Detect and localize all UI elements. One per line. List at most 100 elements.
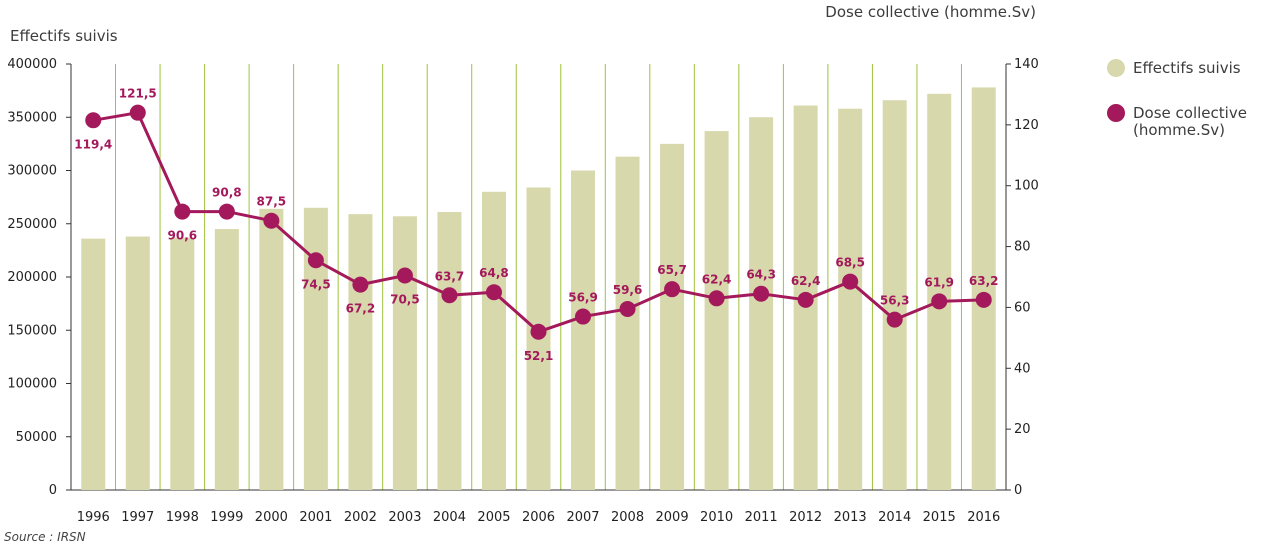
x-tick-label: 2013 — [834, 510, 867, 525]
dose-point — [708, 290, 725, 307]
bar — [481, 191, 506, 491]
x-tick-label: 1996 — [77, 510, 110, 525]
x-tick-label: 2009 — [656, 510, 689, 525]
dose-point — [307, 252, 324, 269]
dose-data-label: 119,4 — [74, 137, 112, 151]
x-tick-label: 2010 — [700, 510, 733, 525]
legend-label-effectifs: Effectifs suivis — [1133, 59, 1241, 77]
dose-data-label: 61,9 — [924, 275, 954, 289]
dose-data-label: 90,6 — [168, 229, 198, 243]
bar — [214, 229, 239, 490]
bar — [971, 87, 996, 491]
dose-data-label: 64,8 — [479, 266, 509, 280]
x-tick-label: 2012 — [789, 510, 822, 525]
y2-tick-label: 0 — [1014, 483, 1022, 498]
bar — [259, 208, 284, 490]
dose-data-label: 121,5 — [119, 87, 157, 101]
y-tick-label: 100000 — [7, 377, 57, 392]
dose-point — [886, 311, 903, 328]
dose-point — [530, 323, 547, 340]
x-tick-label: 2005 — [477, 510, 510, 525]
y-tick-label: 50000 — [16, 430, 57, 445]
bar — [704, 131, 729, 490]
dose-data-label: 63,7 — [435, 269, 465, 283]
bar — [927, 93, 952, 490]
y-tick-label: 300000 — [7, 164, 57, 179]
dose-data-label: 65,7 — [657, 263, 687, 277]
bar — [437, 212, 462, 490]
y2-axis-title: Dose collective (homme.Sv) — [825, 3, 1036, 21]
dose-data-label: 56,9 — [568, 291, 598, 305]
dose-data-label: 74,5 — [301, 277, 331, 291]
y-tick-label: 150000 — [7, 323, 57, 338]
dose-point — [218, 203, 235, 220]
dose-data-label: 68,5 — [835, 256, 865, 270]
y2-tick-label: 120 — [1014, 118, 1039, 133]
dose-point — [797, 291, 814, 308]
dose-data-label: 52,1 — [524, 349, 554, 363]
dose-data-label: 63,2 — [969, 274, 999, 288]
y2-tick-label: 40 — [1014, 361, 1031, 376]
x-tick-label: 1998 — [166, 510, 199, 525]
dose-point — [485, 284, 502, 301]
y2-tick-label: 80 — [1014, 240, 1031, 255]
x-tick-label: 2008 — [611, 510, 644, 525]
dose-point — [174, 203, 191, 220]
y2-tick-label: 100 — [1014, 179, 1039, 194]
dose-point — [441, 287, 458, 304]
y-axis-title: Effectifs suivis — [10, 27, 118, 45]
dose-data-label: 56,3 — [880, 294, 910, 308]
bar — [348, 214, 373, 491]
dose-point — [352, 276, 369, 293]
bar — [615, 156, 640, 490]
legend-label-dose: Dose collective (homme.Sv) — [1133, 104, 1247, 139]
x-tick-label: 2007 — [566, 510, 599, 525]
dose-data-label: 64,3 — [746, 268, 776, 282]
dose-point — [619, 300, 636, 317]
bar — [882, 100, 907, 491]
dose-data-label: 70,5 — [390, 292, 420, 306]
dose-data-label: 59,6 — [613, 283, 643, 297]
bar — [303, 207, 328, 490]
x-tick-label: 2000 — [255, 510, 288, 525]
x-tick-label: 2003 — [388, 510, 421, 525]
dose-data-label: 67,2 — [346, 302, 376, 316]
bar — [660, 143, 685, 490]
bar — [392, 216, 417, 491]
y-tick-label: 250000 — [7, 217, 57, 232]
bar — [571, 170, 596, 490]
bar — [81, 238, 106, 490]
bar — [125, 236, 150, 490]
y-tick-label: 0 — [49, 483, 57, 498]
dose-point — [931, 293, 948, 310]
bar — [170, 237, 195, 490]
source-note: Source : IRSN — [4, 530, 86, 544]
dose-point — [396, 267, 413, 284]
dose-point — [842, 273, 859, 290]
dose-point — [263, 212, 280, 229]
dose-data-label: 62,4 — [702, 272, 732, 286]
x-tick-label: 2001 — [299, 510, 332, 525]
dose-point — [129, 104, 146, 121]
dose-point — [664, 281, 681, 298]
x-tick-label: 2002 — [344, 510, 377, 525]
x-tick-label: 2006 — [522, 510, 555, 525]
dose-data-label: 62,4 — [791, 274, 821, 288]
y2-tick-label: 20 — [1014, 422, 1031, 437]
y2-tick-label: 60 — [1014, 300, 1031, 315]
bar — [749, 117, 774, 490]
dose-point — [575, 308, 592, 325]
dose-data-label: 90,8 — [212, 186, 242, 200]
dose-data-label: 87,5 — [257, 195, 287, 209]
dose-point — [975, 291, 992, 308]
legend-swatch-effectifs — [1107, 59, 1125, 77]
legend-swatch-dose — [1107, 104, 1125, 122]
y-tick-label: 400000 — [7, 57, 57, 72]
y2-tick-label: 140 — [1014, 57, 1039, 72]
x-tick-label: 2011 — [745, 510, 778, 525]
y-tick-label: 200000 — [7, 270, 57, 285]
x-tick-label: 2015 — [923, 510, 956, 525]
legend-label-dose-line: (homme.Sv) — [1133, 121, 1225, 139]
